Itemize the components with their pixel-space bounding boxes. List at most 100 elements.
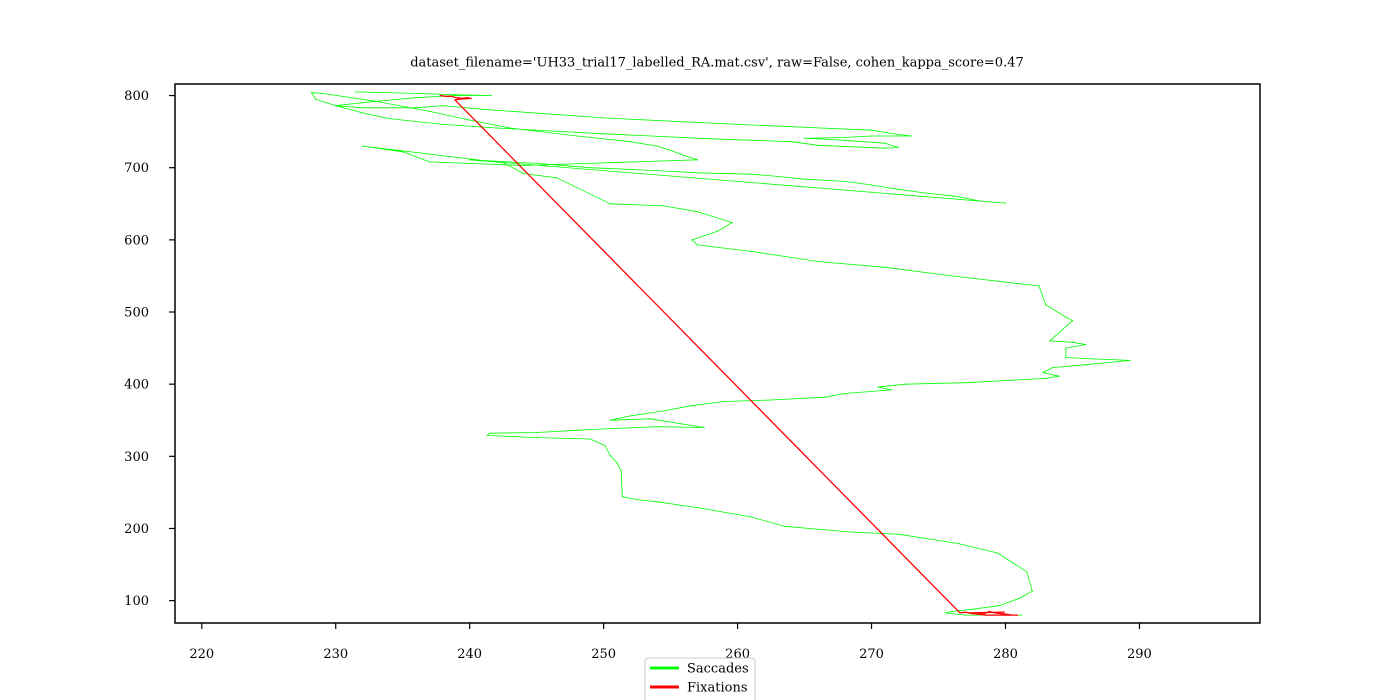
data-point [978,200,980,202]
data-point [415,107,417,109]
data-point [361,112,364,114]
data-point [556,177,558,179]
data-point [994,612,996,614]
data-point [1006,613,1008,615]
y-tick-label: 400 [124,378,149,393]
x-axis: 220 230 240 250 260 270 280 290 [189,623,1152,662]
data-point [696,244,699,246]
data-point [1129,359,1131,361]
x-tick-label: 280 [993,647,1018,662]
y-tick-label: 700 [124,161,149,176]
data-point [1085,364,1087,366]
data-point [959,612,961,614]
data-point [616,462,618,464]
data-point [461,97,463,99]
data-point [621,496,624,498]
data-point [1026,571,1028,573]
data-point [844,139,846,141]
y-tick-label: 600 [124,233,149,248]
legend-label: Fixations [687,681,748,696]
data-point [1045,377,1047,379]
data-point [361,145,364,147]
data-point [1042,372,1044,374]
data-point [428,110,431,112]
data-point [710,138,712,140]
x-tick-label: 230 [323,647,348,662]
data-point [897,533,899,535]
data-point [439,94,441,97]
data-point [663,205,665,207]
data-point [790,141,792,143]
data-point [466,97,468,99]
data-point [951,275,953,277]
data-point [696,172,699,174]
data-point [445,95,447,97]
data-point [1045,304,1047,306]
y-tick-label: 800 [124,89,149,104]
data-point [817,137,819,139]
data-point [361,107,364,109]
data-point [750,516,752,518]
data-point [1049,340,1051,342]
data-point [603,117,605,119]
data-point [604,444,606,447]
x-tick-label: 220 [189,647,214,662]
data-point [844,180,846,182]
data-point [469,119,471,121]
data-point [731,221,733,224]
data-point [1071,341,1074,343]
x-tick-label: 240 [457,647,482,662]
data-point [897,146,899,149]
data-point [649,418,652,420]
data-point [620,470,622,472]
y-tick-label: 500 [124,306,149,321]
data-point [415,97,417,99]
data-point [1085,343,1087,346]
data-point [415,92,417,94]
data-point [978,612,980,614]
data-point [999,613,1001,615]
data-point [982,613,984,615]
series-line-saccades [311,91,1131,616]
data-point [958,543,960,545]
data-point [1004,202,1007,204]
y-tick-label: 100 [124,594,149,609]
data-point [691,239,693,241]
data-point [897,188,899,190]
data-point [944,612,946,614]
data-point [321,92,323,94]
data-point [824,396,826,398]
chart-title: dataset_filename='UH33_trial17_labelled_… [410,56,1024,71]
data-point [804,137,806,139]
data-point [1018,597,1020,600]
data-point [509,127,511,129]
data-point [716,230,719,232]
data-point [576,135,578,137]
data-point [1003,611,1005,613]
data-point [536,431,538,434]
data-point [458,98,460,100]
data-point [629,415,632,417]
data-point [723,400,725,403]
data-point [609,419,611,421]
data-point [455,94,457,97]
data-point [870,135,873,137]
data-point [355,91,357,93]
data-point [924,192,926,194]
data-point [670,149,672,151]
y-tick-label: 300 [124,450,149,465]
data-point [911,135,913,137]
data-point [696,159,699,161]
data-point [884,147,886,149]
data-point [984,614,987,616]
data-point [971,608,973,610]
data-point [656,426,658,428]
data-point [388,118,390,120]
data-point [1021,614,1023,616]
data-point [1065,316,1067,318]
data-point [454,99,456,101]
data-point [335,105,337,107]
legend: Saccades Fixations [644,657,756,700]
data-point [696,507,699,509]
data-point [1065,356,1067,359]
